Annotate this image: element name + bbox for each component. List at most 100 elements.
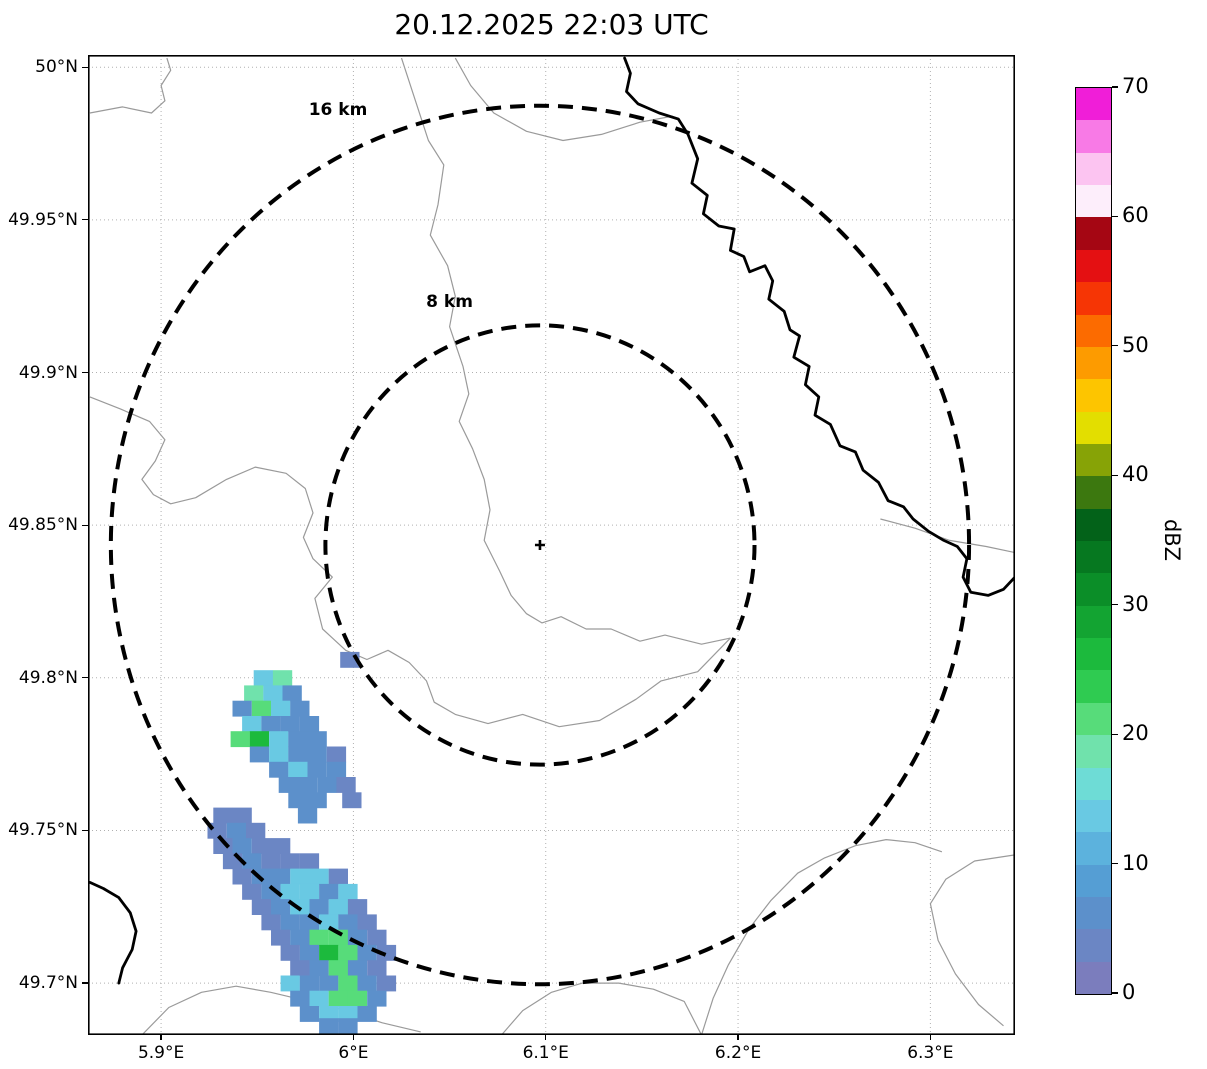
colorbar-segment bbox=[1076, 120, 1111, 153]
colorbar-segment bbox=[1076, 638, 1111, 671]
radar-echo-cell bbox=[232, 700, 252, 717]
colorbar-tick bbox=[1112, 604, 1118, 606]
colorbar-tick-label: 20 bbox=[1122, 721, 1149, 746]
radar-echo-cell bbox=[280, 914, 300, 931]
colorbar-segment bbox=[1076, 249, 1111, 283]
range-ring-label-8km: 8 km bbox=[426, 292, 473, 313]
colorbar-tick-label: 10 bbox=[1122, 850, 1149, 875]
x-axis-tick-label: 6.1°E bbox=[522, 1043, 569, 1063]
map-boundary-line bbox=[700, 838, 943, 1035]
colorbar-segment bbox=[1076, 88, 1111, 121]
radar-echo-cell bbox=[280, 975, 300, 992]
colorbar-segment bbox=[1076, 735, 1111, 768]
radar-echo-cell bbox=[280, 853, 300, 870]
colorbar-tick bbox=[1112, 86, 1118, 88]
range-ring-8km bbox=[323, 323, 757, 767]
radar-echo-cell bbox=[338, 1018, 358, 1035]
radar-echo-cell bbox=[328, 960, 348, 977]
map-boundary-line bbox=[501, 982, 703, 1035]
colorbar-tick-label: 30 bbox=[1122, 591, 1149, 616]
radar-echo-cell bbox=[280, 716, 300, 732]
radar-echo-cell bbox=[299, 1006, 320, 1022]
radar-echo-cell bbox=[309, 929, 329, 946]
radar-echo-cell bbox=[367, 960, 387, 977]
colorbar-tick bbox=[1112, 862, 1118, 865]
colorbar-gradient bbox=[1076, 88, 1111, 995]
radar-echo-cell bbox=[328, 929, 348, 946]
x-axis-tick-label: 5.9°E bbox=[137, 1043, 185, 1063]
colorbar-segment bbox=[1076, 508, 1111, 542]
range-ring-label-16km: 16 km bbox=[308, 99, 368, 120]
colorbar-segment bbox=[1076, 605, 1111, 639]
radar-echo-cell bbox=[242, 883, 262, 900]
radar-center-marker bbox=[534, 540, 545, 550]
radar-echo-cell bbox=[338, 944, 358, 961]
radar-echo-cell bbox=[249, 731, 270, 748]
radar-echo-cell bbox=[282, 685, 302, 702]
map-boundary-line bbox=[400, 57, 731, 645]
colorbar bbox=[1075, 87, 1112, 995]
radar-echo-cell bbox=[288, 731, 308, 748]
colorbar-segment bbox=[1076, 476, 1111, 509]
y-axis-tick-label: 49.7°N bbox=[18, 973, 78, 994]
radar-echo-cell bbox=[319, 975, 339, 992]
colorbar-segment bbox=[1076, 443, 1111, 477]
x-axis-tick-label: 6.2°E bbox=[714, 1043, 762, 1063]
colorbar-segment bbox=[1076, 152, 1111, 186]
radar-echo-cell bbox=[319, 883, 339, 900]
radar-echo-cell bbox=[246, 822, 266, 839]
y-axis-tick-label: 49.8°N bbox=[18, 667, 78, 688]
colorbar-tick bbox=[1112, 345, 1118, 347]
country-border-line bbox=[88, 881, 138, 985]
radar-echo-cell bbox=[347, 960, 368, 977]
colorbar-segment bbox=[1076, 832, 1111, 865]
radar-echo-cell bbox=[317, 777, 337, 793]
radar-echo-cell bbox=[326, 746, 347, 763]
radar-echo-cell bbox=[230, 731, 250, 748]
radar-echo-cell bbox=[290, 868, 310, 885]
radar-echo-cell bbox=[288, 792, 308, 809]
radar-echo-cell bbox=[288, 746, 308, 763]
radar-echo-cell bbox=[269, 746, 289, 763]
radar-echo-cell bbox=[271, 899, 291, 915]
radar-echo-cell bbox=[357, 1006, 377, 1022]
plot-frame bbox=[88, 55, 1015, 1035]
x-axis-tick-label: 6°E bbox=[338, 1043, 369, 1063]
colorbar-segment bbox=[1076, 314, 1111, 347]
colorbar-segment bbox=[1076, 929, 1111, 962]
radar-echo-cell bbox=[297, 777, 318, 793]
radar-echo-cell bbox=[290, 960, 310, 977]
radar-echo-cell bbox=[376, 975, 397, 992]
radar-echo-cell bbox=[269, 761, 289, 778]
country-border-line bbox=[623, 56, 1015, 597]
radar-echo-cell bbox=[278, 777, 298, 793]
radar-echo-cell bbox=[288, 761, 308, 778]
radar-echo-cell bbox=[319, 1018, 339, 1035]
radar-echo-cell bbox=[297, 807, 318, 824]
radar-echo-cell bbox=[328, 868, 348, 885]
y-axis-tick-label: 49.75°N bbox=[8, 820, 78, 841]
radar-echo-cell bbox=[328, 990, 348, 1007]
colorbar-tick bbox=[1112, 992, 1118, 994]
radar-echo-cell bbox=[307, 731, 327, 748]
radar-echo-cell bbox=[232, 807, 252, 824]
map-boundary-line bbox=[454, 57, 673, 142]
radar-echo-cell bbox=[271, 700, 291, 717]
y-axis-tick-label: 50°N bbox=[35, 57, 78, 78]
radar-echo-cell bbox=[342, 792, 362, 809]
radar-echo-cell bbox=[261, 883, 281, 900]
radar-plot-svg bbox=[88, 55, 1015, 1035]
radar-echo-cell bbox=[261, 853, 281, 870]
radar-echo-cell bbox=[290, 929, 310, 946]
radar-echo-cell bbox=[226, 822, 247, 839]
map-boundary-line bbox=[89, 57, 172, 114]
radar-echo-cell bbox=[251, 899, 272, 915]
colorbar-segment bbox=[1076, 896, 1111, 930]
radar-echo-cell bbox=[299, 944, 320, 961]
colorbar-segment bbox=[1076, 670, 1111, 703]
radar-echo-cell bbox=[328, 899, 348, 915]
radar-echo-cell bbox=[309, 868, 329, 885]
radar-echo-cell bbox=[347, 990, 368, 1007]
colorbar-segment bbox=[1076, 573, 1111, 606]
